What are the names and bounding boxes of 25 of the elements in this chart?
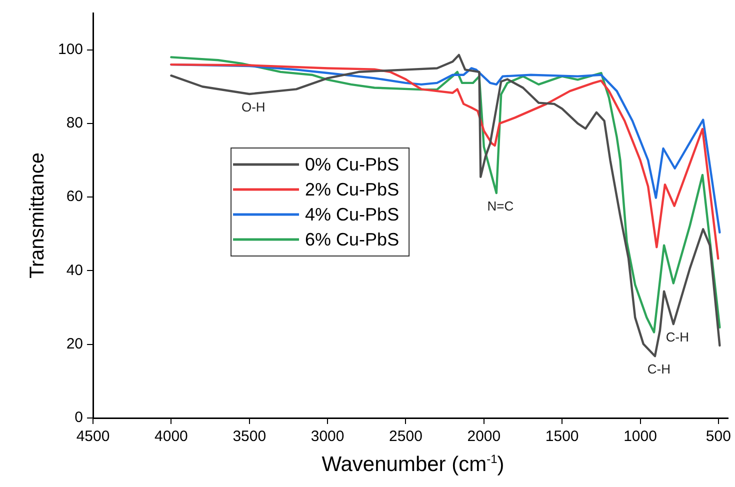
x-tick-label: 3000 [310, 428, 344, 446]
y-tick-label: 60 [66, 188, 84, 206]
x-axis-title: Wavenumber (cm$^{-1}$) [320, 452, 506, 477]
y-tick-label: 80 [66, 114, 84, 132]
y-axis-title: Transmittance [26, 152, 49, 278]
x-tick-label: 1500 [545, 428, 579, 446]
y-tick-label: 100 [58, 40, 84, 58]
annotation: O-H [241, 100, 266, 115]
x-tick-label: 2000 [467, 428, 501, 446]
annotation: N=C [487, 198, 514, 214]
x-tick-label: 4500 [76, 428, 110, 446]
legend-label: 0% Cu-PbS [305, 154, 400, 174]
x-tick-label: 2500 [389, 428, 422, 446]
y-tick-label: 20 [66, 336, 84, 353]
x-tick-label: 3500 [232, 428, 266, 446]
annotation: C-H [647, 362, 671, 377]
legend-label: 6% Cu-PbS [305, 229, 400, 250]
x-tick-label: 1000 [624, 428, 657, 446]
y-tick-label: 0 [74, 409, 84, 426]
legend-label: 4% Cu-PbS [305, 204, 400, 224]
y-tick-label: 40 [66, 262, 84, 279]
x-tick-label: 4000 [154, 428, 188, 446]
x-tick-label: 500 [706, 428, 731, 446]
annotation: C-H [666, 330, 689, 345]
legend-label: 2% Cu-PbS [305, 179, 400, 200]
